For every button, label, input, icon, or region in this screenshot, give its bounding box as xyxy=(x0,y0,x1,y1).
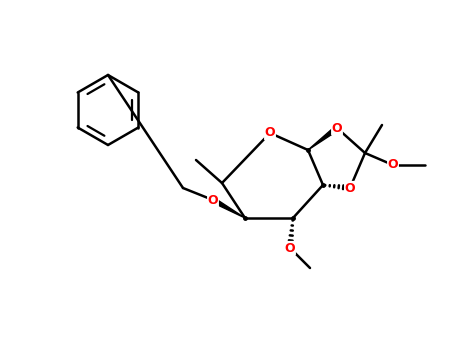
Text: O: O xyxy=(285,241,295,254)
Text: O: O xyxy=(265,126,275,140)
Polygon shape xyxy=(308,126,339,150)
Text: O: O xyxy=(332,121,342,134)
Text: O: O xyxy=(345,182,355,195)
Polygon shape xyxy=(212,198,245,218)
Text: O: O xyxy=(388,159,398,172)
Text: O: O xyxy=(207,194,218,206)
